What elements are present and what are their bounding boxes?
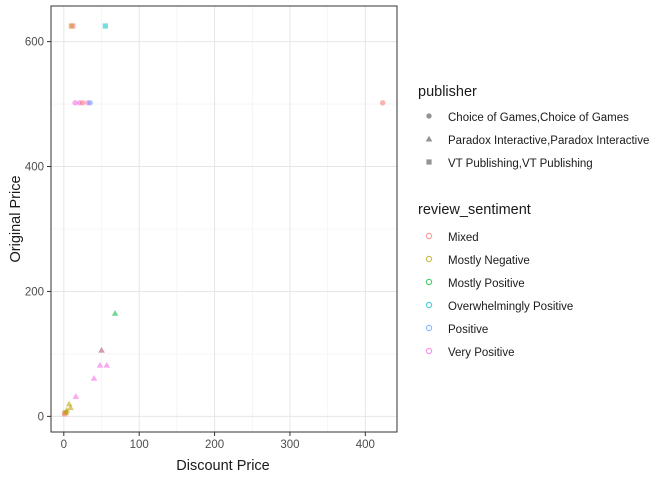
plot-panel [51,6,397,432]
legend-key-color [425,347,433,355]
legend-label: Mostly Positive [448,278,525,290]
x-axis-ticks: 0 100 200 300 400 [61,432,375,451]
legend-label: Mixed [448,232,479,244]
x-tick-label: 0 [61,439,67,451]
data-point [98,346,105,353]
legend: publisher Choice of Games,Choice of Games… [418,84,649,359]
legend-label: Very Positive [448,347,514,359]
data-point [111,310,119,316]
legend-title-publisher: publisher [418,84,477,100]
legend-label: VT Publishing,VT Publishing [448,158,593,170]
y-tick-label: 200 [25,286,44,298]
data-point [102,23,108,29]
data-point [87,100,93,106]
legend-key-color [425,301,433,309]
legend-title-review-sentiment: review_sentiment [418,202,531,218]
y-tick-label: 600 [25,37,44,49]
data-point [70,23,76,29]
legend-key-color [425,278,433,286]
legend-label: Mostly Negative [448,255,530,267]
y-tick-label: 0 [38,411,44,423]
legend-key-circle [426,113,432,119]
data-point [90,374,98,381]
y-axis-title: Original Price [8,175,24,262]
y-axis-ticks: 0 200 400 600 [25,37,51,423]
legend-label: Positive [448,324,488,336]
x-tick-label: 300 [280,439,299,451]
data-point [103,361,111,368]
data-point [72,393,80,399]
legend-key-triangle [425,135,433,142]
x-tick-label: 400 [356,439,375,451]
data-point [96,361,104,368]
legend-label: Overwhelmingly Positive [448,301,573,313]
panel-border [50,5,398,433]
data-point [79,100,86,106]
legend-key-color [425,232,433,240]
x-tick-label: 100 [130,439,149,451]
data-point [72,100,78,106]
data-point [62,408,70,415]
legend-label: Choice of Games,Choice of Games [448,112,629,124]
legend-key-color [425,255,433,263]
x-tick-label: 200 [205,439,224,451]
grid-lines [51,6,397,432]
legend-key-color [425,324,433,332]
data-point [67,404,74,411]
legend-key-square [426,159,432,165]
x-axis-title: Discount Price [176,458,269,474]
data-points [61,23,386,417]
data-point [379,100,386,106]
legend-label: Paradox Interactive,Paradox Interactive [448,135,649,147]
y-tick-label: 400 [25,162,44,174]
